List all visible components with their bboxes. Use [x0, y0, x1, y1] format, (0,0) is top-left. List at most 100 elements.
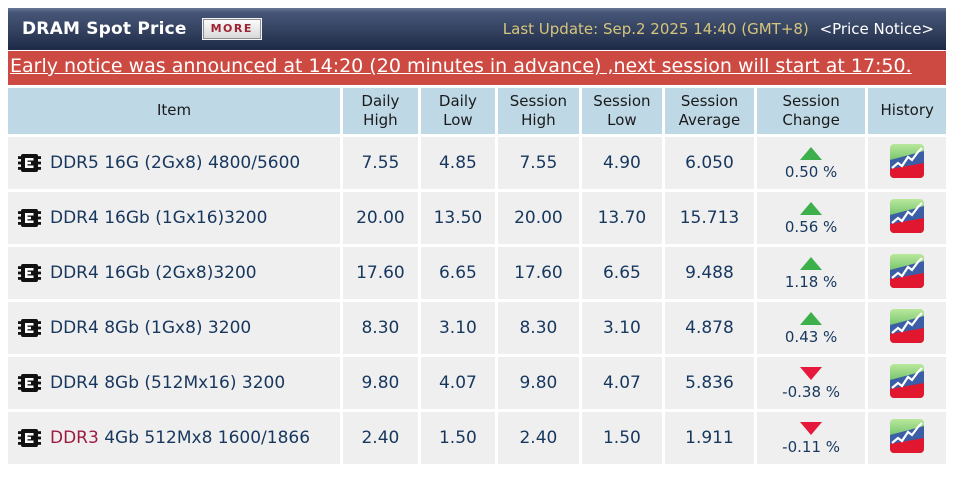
session-high-value: 17.60 — [498, 247, 579, 300]
item-name: DDR4 16Gb (2Gx8)3200 — [50, 263, 257, 284]
daily-high-value: 20.00 — [343, 192, 418, 245]
title-bar-left: DRAM Spot Price MORE — [22, 18, 262, 40]
history-cell — [868, 302, 946, 355]
column-header-session-low: Session Low — [581, 88, 663, 135]
up-arrow-icon — [800, 312, 823, 326]
last-update-text: Last Update: Sep.2 2025 14:40 (GMT+8) — [502, 20, 809, 38]
session-low-value: 6.65 — [581, 247, 663, 300]
header-row: Item Daily High Daily Low Session High Sessi… — [8, 88, 946, 135]
session-change-cell: 0.43 % — [756, 302, 866, 355]
page-title: DRAM Spot Price — [22, 19, 187, 39]
session-high-value: 9.80 — [498, 357, 579, 410]
price-notice-link[interactable]: <Price Notice> — [819, 20, 934, 38]
session-average-value: 15.713 — [665, 192, 754, 245]
table-row: DDR4 8Gb (1Gx8) 3200 8.30 3.10 8.30 3.10… — [8, 302, 946, 355]
more-button[interactable]: MORE — [201, 18, 262, 40]
price-table: Item Daily High Daily Low Session High Sessi… — [5, 85, 949, 467]
session-high-value: 2.40 — [498, 412, 579, 465]
item-cell: DDR4 16Gb (2Gx8)3200 — [8, 247, 341, 300]
table-row: DDR4 16Gb (1Gx16)3200 20.00 13.50 20.00 … — [8, 192, 946, 245]
dram-spot-price-panel: DRAM Spot Price MORE Last Update: Sep.2 … — [8, 8, 946, 467]
session-average-value: 6.050 — [665, 137, 754, 190]
item-cell: DDR4 8Gb (1Gx8) 3200 — [8, 302, 341, 355]
daily-low-value: 3.10 — [420, 302, 496, 355]
change-percent: -0.11 % — [782, 438, 841, 457]
item-name: DDR5 16G (2Gx8) 4800/5600 — [50, 153, 301, 174]
history-chart-icon[interactable] — [890, 308, 925, 343]
history-cell — [868, 247, 946, 300]
session-high-value: 8.30 — [498, 302, 579, 355]
history-chart-icon[interactable] — [890, 418, 925, 453]
change-percent: 0.43 % — [784, 328, 838, 347]
memory-chip-icon — [18, 263, 41, 283]
price-table-head: Item Daily High Daily Low Session High Sessi… — [8, 88, 946, 135]
session-average-value: 9.488 — [665, 247, 754, 300]
session-average-value: 4.878 — [665, 302, 754, 355]
session-change-cell: -0.11 % — [756, 412, 866, 465]
history-chart-icon[interactable] — [890, 253, 925, 288]
title-bar: DRAM Spot Price MORE Last Update: Sep.2 … — [8, 8, 946, 50]
history-cell — [868, 357, 946, 410]
history-chart-icon[interactable] — [890, 143, 925, 178]
session-average-value: 5.836 — [665, 357, 754, 410]
column-header-session-average: Session Average — [665, 88, 754, 135]
item-cell: DDR4 16Gb (1Gx16)3200 — [8, 192, 341, 245]
session-change-cell: -0.38 % — [756, 357, 866, 410]
change-percent: 0.50 % — [784, 163, 838, 182]
item-name: DDR4 16Gb (1Gx16)3200 — [50, 208, 268, 229]
table-row: DDR4 16Gb (2Gx8)3200 17.60 6.65 17.60 6.… — [8, 247, 946, 300]
memory-chip-icon — [18, 318, 41, 338]
session-low-value: 3.10 — [581, 302, 663, 355]
change-percent: 1.18 % — [784, 273, 838, 292]
session-low-value: 4.07 — [581, 357, 663, 410]
up-arrow-icon — [800, 202, 823, 216]
down-arrow-icon — [800, 422, 823, 436]
memory-chip-icon — [18, 373, 41, 393]
column-header-history: History — [868, 88, 946, 135]
change-percent: 0.56 % — [784, 218, 838, 237]
down-arrow-icon — [800, 367, 823, 381]
early-notice-link[interactable]: Early notice was announced at 14:20 (20 … — [10, 55, 912, 77]
item-cell: DDR5 16G (2Gx8) 4800/5600 — [8, 137, 341, 190]
session-average-value: 1.911 — [665, 412, 754, 465]
daily-low-value: 1.50 — [420, 412, 496, 465]
history-chart-icon[interactable] — [890, 198, 925, 233]
table-row: DDR5 16G (2Gx8) 4800/5600 7.55 4.85 7.55… — [8, 137, 946, 190]
up-arrow-icon — [800, 147, 823, 161]
session-change-cell: 0.50 % — [756, 137, 866, 190]
daily-low-value: 13.50 — [420, 192, 496, 245]
daily-low-value: 6.65 — [420, 247, 496, 300]
session-low-value: 1.50 — [581, 412, 663, 465]
change-percent: -0.38 % — [782, 383, 841, 402]
daily-high-value: 17.60 — [343, 247, 418, 300]
memory-chip-icon — [18, 428, 41, 448]
item-name: DDR4 8Gb (1Gx8) 3200 — [50, 318, 252, 339]
session-high-value: 20.00 — [498, 192, 579, 245]
table-row: DDR4 8Gb (512Mx16) 3200 9.80 4.07 9.80 4… — [8, 357, 946, 410]
item-name: DDR4 8Gb (512Mx16) 3200 — [50, 373, 286, 394]
session-change-cell: 1.18 % — [756, 247, 866, 300]
item-cell: DDR4 8Gb (512Mx16) 3200 — [8, 357, 341, 410]
session-change-cell: 0.56 % — [756, 192, 866, 245]
daily-high-value: 8.30 — [343, 302, 418, 355]
column-header-daily-high: Daily High — [343, 88, 418, 135]
item-name: DDR3 4Gb 512Mx8 1600/1866 — [50, 428, 311, 449]
price-table-body: DDR5 16G (2Gx8) 4800/5600 7.55 4.85 7.55… — [8, 137, 946, 465]
history-cell — [868, 137, 946, 190]
memory-chip-icon — [18, 153, 41, 173]
history-chart-icon[interactable] — [890, 363, 925, 398]
daily-low-value: 4.07 — [420, 357, 496, 410]
history-cell — [868, 412, 946, 465]
column-header-session-change: Session Change — [756, 88, 866, 135]
session-low-value: 13.70 — [581, 192, 663, 245]
table-row: DDR3 4Gb 512Mx8 1600/1866 2.40 1.50 2.40… — [8, 412, 946, 465]
daily-low-value: 4.85 — [420, 137, 496, 190]
item-cell: DDR3 4Gb 512Mx8 1600/1866 — [8, 412, 341, 465]
session-high-value: 7.55 — [498, 137, 579, 190]
daily-high-value: 9.80 — [343, 357, 418, 410]
session-low-value: 4.90 — [581, 137, 663, 190]
history-cell — [868, 192, 946, 245]
column-header-session-high: Session High — [498, 88, 579, 135]
daily-high-value: 7.55 — [343, 137, 418, 190]
daily-high-value: 2.40 — [343, 412, 418, 465]
